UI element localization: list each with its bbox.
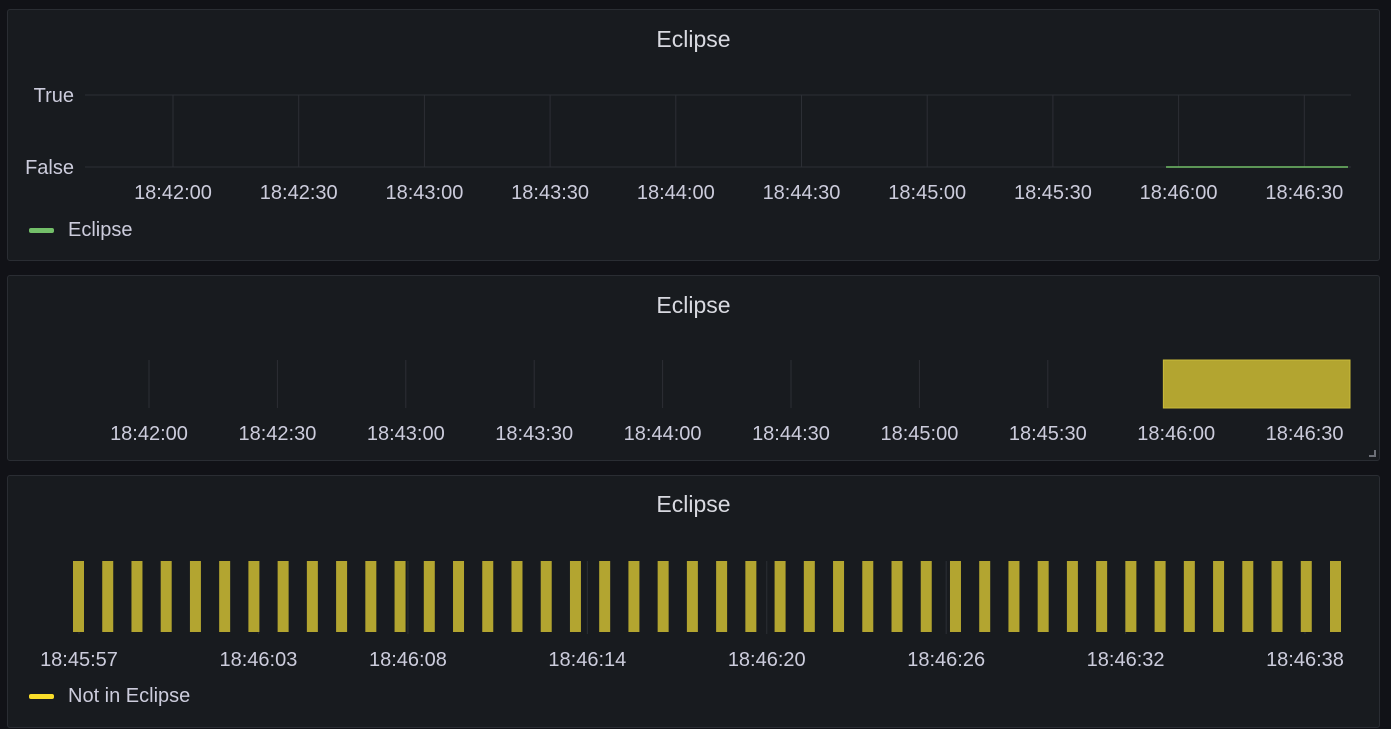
panel-title[interactable]: Eclipse	[656, 491, 731, 517]
bar-not-in-eclipse	[131, 561, 143, 632]
bar-not-in-eclipse	[569, 561, 581, 632]
bar-not-in-eclipse	[949, 561, 961, 632]
y-tick-label: False	[25, 157, 74, 179]
bar-not-in-eclipse	[1330, 561, 1341, 632]
bar-not-in-eclipse	[657, 561, 669, 632]
x-tick-label: 18:43:00	[385, 182, 463, 204]
bar-not-in-eclipse	[1154, 561, 1166, 632]
eclipse-bar-panel[interactable]: Eclipse 18:45:57 18:46:03 18:46:08 18:46:14…	[7, 475, 1380, 728]
legend-label: Not in Eclipse	[68, 685, 191, 707]
state-timeline-chart: 18:42:00 18:42:30 18:43:00 18:43:30 18:44:00…	[110, 359, 1351, 445]
x-tick-label: 18:42:00	[110, 423, 188, 445]
bar-not-in-eclipse	[540, 561, 552, 632]
bar-not-in-eclipse	[102, 561, 114, 632]
x-tick-label: 18:42:30	[260, 182, 338, 204]
x-tick-label: 18:46:00	[1140, 182, 1218, 204]
bar-not-in-eclipse	[248, 561, 260, 632]
bar-not-in-eclipse	[1242, 561, 1254, 632]
legend-item-not-in-eclipse[interactable]: Not in Eclipse	[29, 685, 190, 708]
bar-not-in-eclipse	[862, 561, 874, 632]
y-tick-label: True	[34, 85, 74, 107]
bar-not-in-eclipse	[686, 561, 698, 632]
bar-not-in-eclipse	[833, 561, 845, 632]
bar-not-in-eclipse	[189, 561, 201, 632]
x-tick-label: 18:45:00	[888, 182, 966, 204]
x-tick-label: 18:46:26	[907, 649, 985, 671]
bar-not-in-eclipse	[774, 561, 786, 632]
x-tick-label: 18:44:30	[752, 423, 830, 445]
bar-not-in-eclipse	[423, 561, 435, 632]
bar-not-in-eclipse	[365, 561, 377, 632]
x-tick-label: 18:43:00	[367, 423, 445, 445]
x-tick-label: 18:46:08	[369, 649, 447, 671]
x-tick-label: 18:44:30	[763, 182, 841, 204]
bar-not-in-eclipse	[394, 561, 406, 632]
state-segment	[1162, 359, 1351, 409]
x-tick-label: 18:44:00	[637, 182, 715, 204]
x-tick-label: 18:43:30	[495, 423, 573, 445]
bar-chart: 18:45:57 18:46:03 18:46:08 18:46:14 18:46:20…	[40, 561, 1344, 671]
bar-not-in-eclipse	[1125, 561, 1137, 632]
x-tick-label: 18:46:00	[1137, 423, 1215, 445]
bar-not-in-eclipse	[979, 561, 991, 632]
x-tick-label: 18:46:38	[1266, 649, 1344, 671]
bar-not-in-eclipse	[511, 561, 523, 632]
x-tick-label: 18:42:30	[238, 423, 316, 445]
bar-not-in-eclipse	[453, 561, 465, 632]
bar-not-in-eclipse	[628, 561, 640, 632]
bar-not-in-eclipse	[482, 561, 494, 632]
legend-swatch	[29, 228, 54, 233]
x-tick-label: 18:45:57	[40, 649, 118, 671]
bar-not-in-eclipse	[745, 561, 757, 632]
legend-item-eclipse[interactable]: Eclipse	[29, 219, 132, 242]
x-tick-label: 18:44:00	[624, 423, 702, 445]
x-tick-label: 18:46:32	[1087, 649, 1165, 671]
bar-not-in-eclipse	[73, 561, 84, 632]
panel-title[interactable]: Eclipse	[656, 26, 731, 52]
bar-not-in-eclipse	[336, 561, 348, 632]
bar-not-in-eclipse	[1271, 561, 1283, 632]
x-tick-label: 18:45:00	[880, 423, 958, 445]
bar-not-in-eclipse	[1213, 561, 1225, 632]
bar-not-in-eclipse	[803, 561, 815, 632]
bar-not-in-eclipse	[1300, 561, 1312, 632]
x-tick-label: 18:43:30	[511, 182, 589, 204]
x-tick-label: 18:46:20	[728, 649, 806, 671]
x-tick-label: 18:46:14	[548, 649, 626, 671]
legend-label: Eclipse	[68, 219, 133, 241]
bar-not-in-eclipse	[277, 561, 289, 632]
resize-handle[interactable]	[1369, 450, 1376, 457]
bar-not-in-eclipse	[716, 561, 728, 632]
x-tick-label: 18:46:30	[1265, 182, 1343, 204]
bar-not-in-eclipse	[891, 561, 903, 632]
panel-title[interactable]: Eclipse	[656, 292, 731, 318]
x-tick-label: 18:46:03	[219, 649, 297, 671]
bar-not-in-eclipse	[1183, 561, 1195, 632]
x-tick-label: 18:45:30	[1009, 423, 1087, 445]
bar-not-in-eclipse	[1096, 561, 1108, 632]
x-tick-label: 18:46:30	[1266, 423, 1344, 445]
x-tick-label: 18:45:30	[1014, 182, 1092, 204]
bar-not-in-eclipse	[1008, 561, 1020, 632]
bar-not-in-eclipse	[1037, 561, 1049, 632]
bar-not-in-eclipse	[920, 561, 932, 632]
line-chart: True False 18:42:00 18:42:30 18:43:00 18:43:3…	[25, 85, 1351, 204]
bar-not-in-eclipse	[219, 561, 231, 632]
eclipse-state-timeline-panel[interactable]: Eclipse 18:42:00 18:42:30 18:43:00 18:43:30…	[7, 275, 1380, 461]
bar-not-in-eclipse	[1066, 561, 1078, 632]
bar-not-in-eclipse	[306, 561, 318, 632]
bar-not-in-eclipse	[599, 561, 611, 632]
legend-swatch	[29, 694, 54, 699]
bar-not-in-eclipse	[160, 561, 172, 632]
x-tick-label: 18:42:00	[134, 182, 212, 204]
eclipse-line-panel[interactable]: Eclipse True False 18:42:00 18:42:30 18:43:0…	[7, 9, 1380, 261]
